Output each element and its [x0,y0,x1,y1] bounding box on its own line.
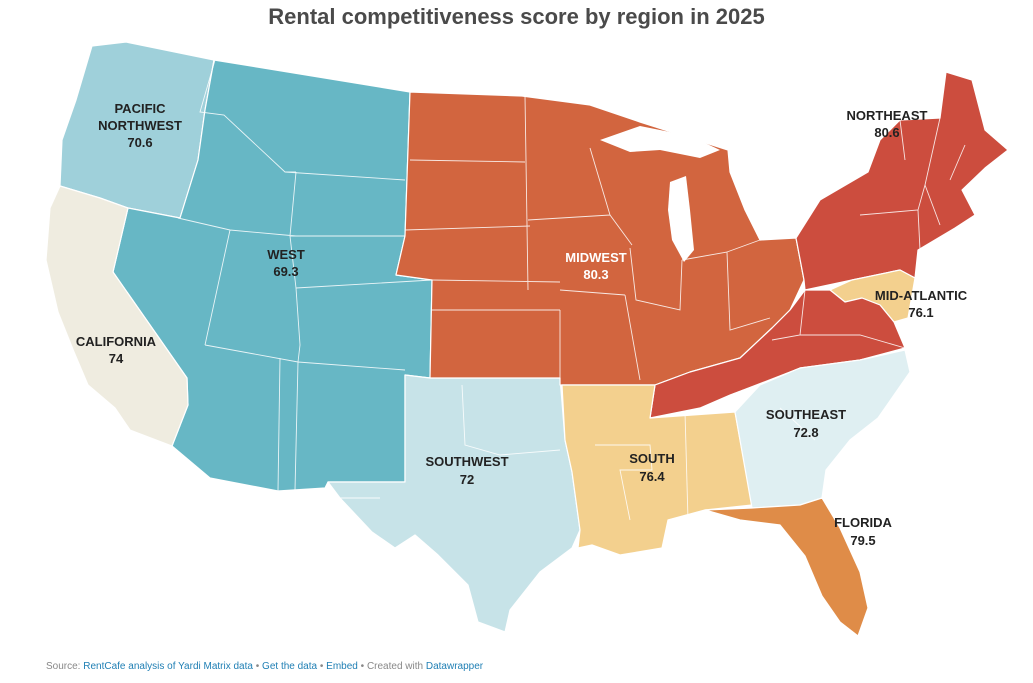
source-prefix: Source: [46,661,81,672]
label-southeast-name: SOUTHEAST [766,407,846,422]
label-midwest-score: 80.3 [583,267,608,282]
datawrapper-link[interactable]: Datawrapper [425,661,484,672]
label-florida-name: FLORIDA [834,515,892,530]
footer-separator: • [255,661,260,672]
region-northeast[interactable] [795,71,1009,291]
label-south-name: SOUTH [629,451,675,466]
region-northeast-south-extension[interactable] [649,289,906,419]
get-data-link[interactable]: Get the data [262,661,318,672]
label-southwest-score: 72 [460,472,474,487]
footer-separator: • [360,661,365,672]
label-pacific-northwest-name-2: NORTHWEST [98,118,182,133]
region-south[interactable] [561,384,753,556]
lake-michigan [668,176,694,262]
footer-separator: • [319,661,324,672]
region-midwest[interactable] [395,91,805,386]
source-link[interactable]: RentCafe analysis of Yardi Matrix data [83,661,253,672]
region-southwest[interactable] [327,374,581,633]
label-mid-atlantic-name: MID-ATLANTIC [875,288,968,303]
state-boundaries [177,59,966,521]
label-california-name: CALIFORNIA [76,334,157,349]
label-california-score: 74 [109,351,124,366]
label-pacific-northwest-score: 70.6 [127,135,152,150]
label-southwest-name: SOUTHWEST [425,454,508,469]
label-mid-atlantic-score: 76.1 [908,305,933,320]
footer: Source: RentCafe analysis of Yardi Matri… [46,661,483,672]
region-florida[interactable] [704,497,869,637]
label-west-name: WEST [267,247,305,262]
label-south-score: 76.4 [639,469,665,484]
label-northeast-score: 80.6 [874,125,899,140]
label-west-score: 69.3 [273,264,298,279]
label-florida-score: 79.5 [850,533,875,548]
label-pacific-northwest-name-1: PACIFIC [114,101,166,116]
lake-superior [600,126,720,158]
embed-link[interactable]: Embed [326,661,358,672]
region-california[interactable] [45,185,189,447]
label-northeast-name: NORTHEAST [847,108,928,123]
created-with-text: Created with [366,661,424,672]
chart-title: Rental competitiveness score by region i… [268,4,765,29]
label-midwest-name: MIDWEST [565,250,626,265]
label-southeast-score: 72.8 [793,425,818,440]
